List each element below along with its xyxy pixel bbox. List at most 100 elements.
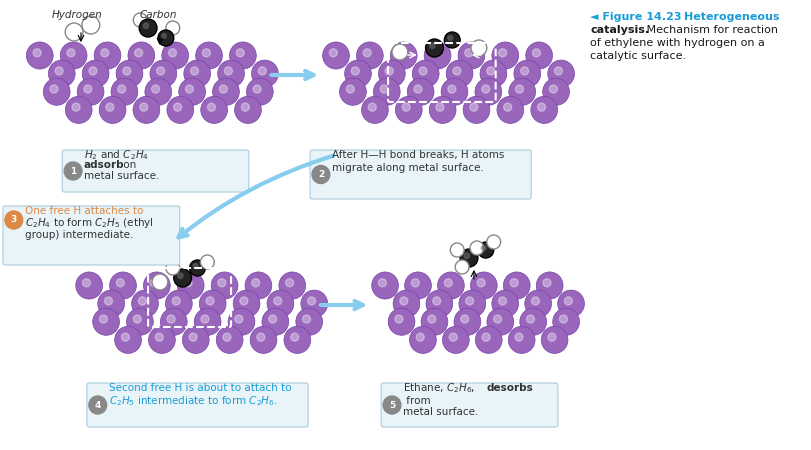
- Circle shape: [82, 16, 100, 34]
- Text: from: from: [402, 396, 430, 406]
- Circle shape: [155, 277, 160, 282]
- Circle shape: [256, 333, 264, 341]
- Circle shape: [189, 333, 197, 341]
- Text: $H_2$ and $C_2H_4$: $H_2$ and $C_2H_4$: [84, 148, 149, 162]
- Circle shape: [491, 42, 518, 69]
- Circle shape: [152, 85, 160, 93]
- Circle shape: [395, 47, 399, 52]
- Circle shape: [436, 103, 444, 111]
- Circle shape: [498, 297, 506, 305]
- Circle shape: [464, 253, 469, 258]
- Circle shape: [50, 85, 58, 93]
- Circle shape: [267, 290, 294, 317]
- Text: Ethane, $C_2H_6$,: Ethane, $C_2H_6$,: [402, 381, 475, 395]
- Circle shape: [404, 272, 431, 299]
- Circle shape: [532, 49, 540, 57]
- Circle shape: [371, 272, 398, 299]
- Circle shape: [212, 78, 239, 105]
- Circle shape: [185, 85, 193, 93]
- Circle shape: [167, 96, 193, 123]
- Circle shape: [200, 96, 227, 123]
- Circle shape: [165, 261, 179, 275]
- Circle shape: [178, 78, 205, 105]
- Circle shape: [169, 24, 173, 28]
- Circle shape: [285, 279, 294, 287]
- Circle shape: [339, 78, 366, 105]
- Circle shape: [519, 308, 546, 335]
- Circle shape: [481, 85, 489, 93]
- Text: Heterogeneous: Heterogeneous: [684, 12, 779, 22]
- Text: One free H attaches to: One free H attaches to: [24, 206, 143, 216]
- FancyBboxPatch shape: [3, 206, 179, 265]
- Circle shape: [478, 242, 493, 258]
- Circle shape: [530, 96, 557, 123]
- Circle shape: [169, 264, 173, 268]
- Circle shape: [122, 67, 131, 75]
- Circle shape: [295, 308, 322, 335]
- Circle shape: [479, 60, 506, 87]
- Circle shape: [437, 272, 464, 299]
- Circle shape: [234, 315, 242, 323]
- Circle shape: [470, 272, 496, 299]
- Circle shape: [114, 326, 141, 353]
- Circle shape: [486, 235, 500, 249]
- Circle shape: [390, 42, 417, 69]
- Circle shape: [542, 78, 569, 105]
- Circle shape: [491, 290, 518, 317]
- Circle shape: [513, 60, 540, 87]
- Circle shape: [448, 36, 452, 40]
- Circle shape: [99, 315, 107, 323]
- Circle shape: [33, 49, 41, 57]
- Circle shape: [109, 272, 136, 299]
- Circle shape: [177, 272, 204, 299]
- Circle shape: [329, 49, 337, 57]
- Circle shape: [524, 290, 551, 317]
- Circle shape: [193, 264, 198, 268]
- Circle shape: [344, 60, 371, 87]
- Circle shape: [133, 315, 141, 323]
- Circle shape: [178, 273, 183, 279]
- Circle shape: [414, 85, 422, 93]
- Circle shape: [423, 42, 450, 69]
- Circle shape: [393, 290, 419, 317]
- Circle shape: [191, 67, 199, 75]
- Circle shape: [361, 96, 388, 123]
- Circle shape: [223, 333, 230, 341]
- Circle shape: [450, 243, 464, 257]
- Circle shape: [486, 67, 494, 75]
- Text: catalysis.: catalysis.: [590, 25, 649, 35]
- Circle shape: [508, 78, 535, 105]
- Circle shape: [464, 49, 472, 57]
- Circle shape: [67, 49, 75, 57]
- Circle shape: [101, 49, 109, 57]
- Circle shape: [373, 78, 400, 105]
- Circle shape: [182, 326, 209, 353]
- Text: ◄ Figure 14.23: ◄ Figure 14.23: [590, 12, 689, 22]
- Circle shape: [409, 326, 436, 353]
- Circle shape: [211, 272, 238, 299]
- Circle shape: [174, 269, 191, 287]
- Circle shape: [498, 49, 506, 57]
- Circle shape: [284, 326, 311, 353]
- Circle shape: [143, 23, 148, 28]
- Circle shape: [503, 103, 511, 111]
- Circle shape: [399, 297, 407, 305]
- Circle shape: [515, 85, 523, 93]
- Circle shape: [487, 308, 513, 335]
- Circle shape: [88, 396, 106, 414]
- Circle shape: [426, 290, 453, 317]
- Circle shape: [388, 308, 414, 335]
- Circle shape: [427, 315, 436, 323]
- Circle shape: [525, 42, 551, 69]
- Circle shape: [253, 85, 261, 93]
- Circle shape: [234, 96, 261, 123]
- Circle shape: [224, 67, 232, 75]
- Circle shape: [216, 326, 242, 353]
- Circle shape: [509, 279, 517, 287]
- Text: Second free H is about to attach to: Second free H is about to attach to: [109, 383, 291, 393]
- Circle shape: [496, 96, 523, 123]
- Text: After H—H bond breaks, H atoms: After H—H bond breaks, H atoms: [332, 150, 504, 160]
- Circle shape: [543, 279, 551, 287]
- Circle shape: [380, 85, 388, 93]
- Circle shape: [55, 67, 63, 75]
